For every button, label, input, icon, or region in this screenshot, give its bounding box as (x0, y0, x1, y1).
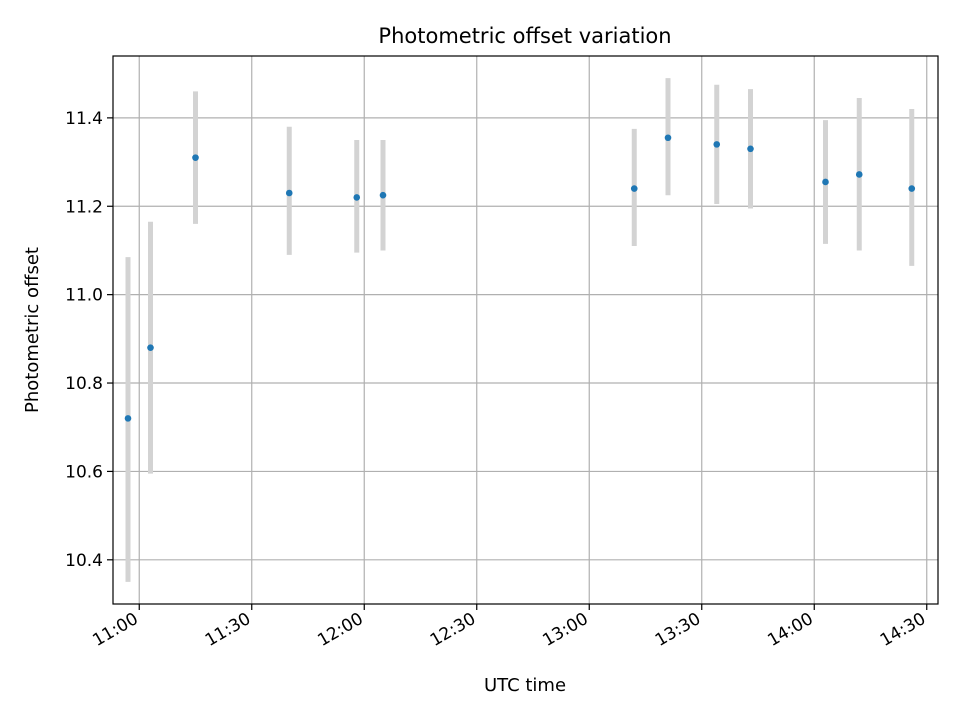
data-point (379, 191, 387, 199)
y-axis-ticks: 10.4 10.6 10.8 11.0 11.2 11.4 (65, 109, 113, 571)
data-points (124, 134, 916, 422)
data-point (908, 185, 916, 192)
data-point (192, 154, 199, 161)
y-tick-label: 11.4 (65, 109, 103, 129)
data-point (713, 141, 721, 148)
plot-frame (112, 55, 939, 605)
y-tick-label: 10.4 (65, 551, 103, 571)
data-point (630, 185, 638, 192)
y-tick-label: 11.2 (65, 197, 103, 217)
data-point (124, 415, 132, 422)
x-axis-label: UTC time (484, 675, 566, 696)
grid-lines (113, 56, 938, 604)
data-point (822, 178, 829, 186)
data-point (353, 194, 361, 201)
data-point (147, 344, 154, 351)
y-tick-label: 10.6 (65, 462, 103, 482)
y-axis-label: Photometric offset (22, 247, 43, 413)
data-point (285, 189, 293, 197)
y-tick-label: 10.8 (65, 374, 103, 394)
data-point (747, 145, 754, 153)
data-point (855, 171, 863, 178)
chart-title: Photometric offset variation (378, 24, 671, 48)
y-tick-label: 11.0 (65, 286, 103, 306)
data-point (664, 134, 672, 142)
